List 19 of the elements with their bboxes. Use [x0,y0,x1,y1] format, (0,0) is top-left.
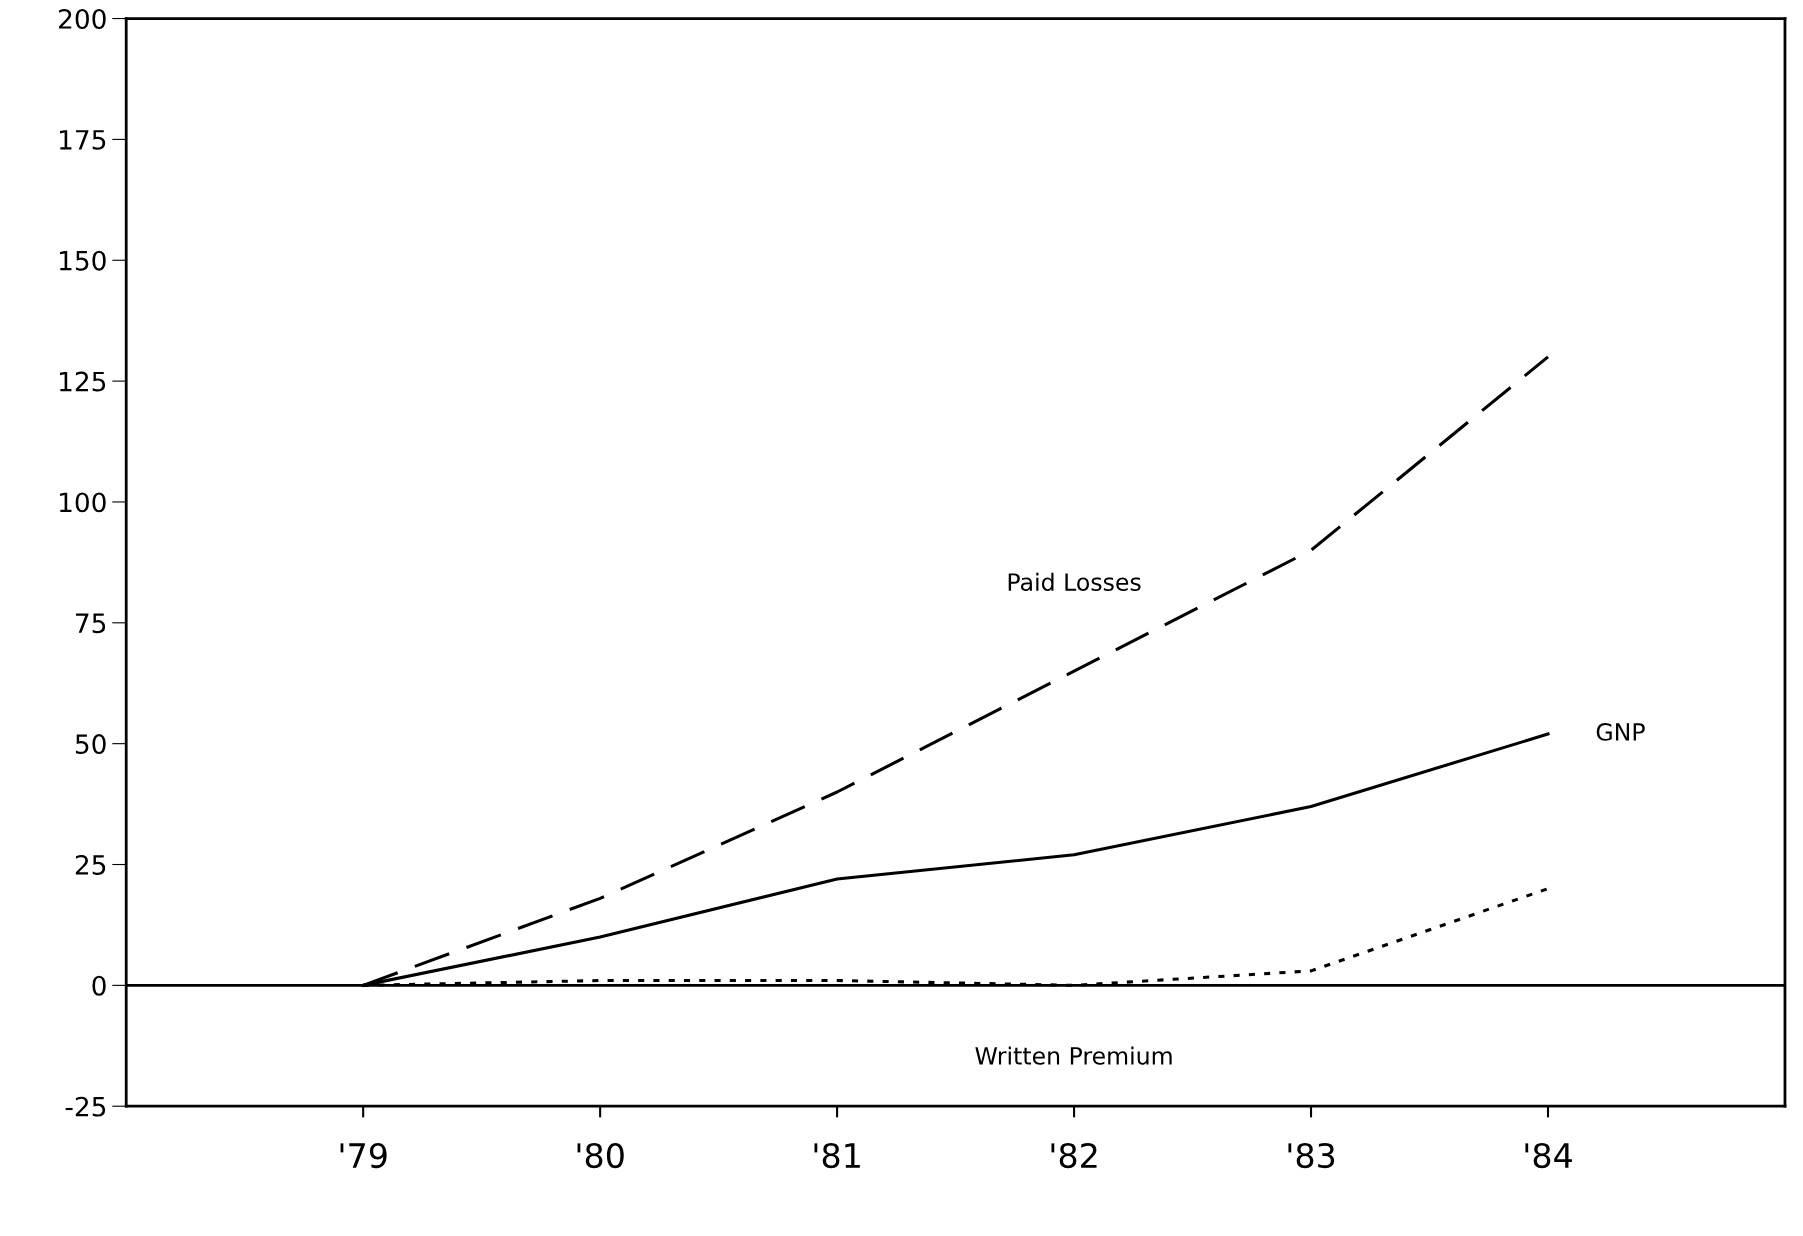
y-tick-label: 0 [92,975,106,996]
x-tick-label: '80 [577,1142,624,1169]
x-tick-label: '84 [1525,1142,1572,1169]
y-tick-label: 75 [76,613,106,634]
x-tick-label: '79 [340,1142,387,1169]
x-tick-label: '82 [1051,1142,1097,1169]
x-tick-label: '83 [1288,1142,1335,1169]
y-tick-label: 175 [59,130,106,150]
series-label: Paid Losses [1008,572,1141,591]
y-tick-label: 50 [75,734,106,755]
y-tick-label: 100 [59,492,106,513]
y-tick-label: -25 [65,1096,106,1117]
y-tick-label: 125 [59,371,106,392]
y-tick-label: 150 [59,250,106,271]
x-tick-label: '81 [814,1142,860,1169]
text: Written Premium [975,1046,1172,1065]
text: GNP [1596,722,1645,741]
y-tick-label: 25 [75,854,106,875]
y-tick-label: 200 [59,8,106,29]
